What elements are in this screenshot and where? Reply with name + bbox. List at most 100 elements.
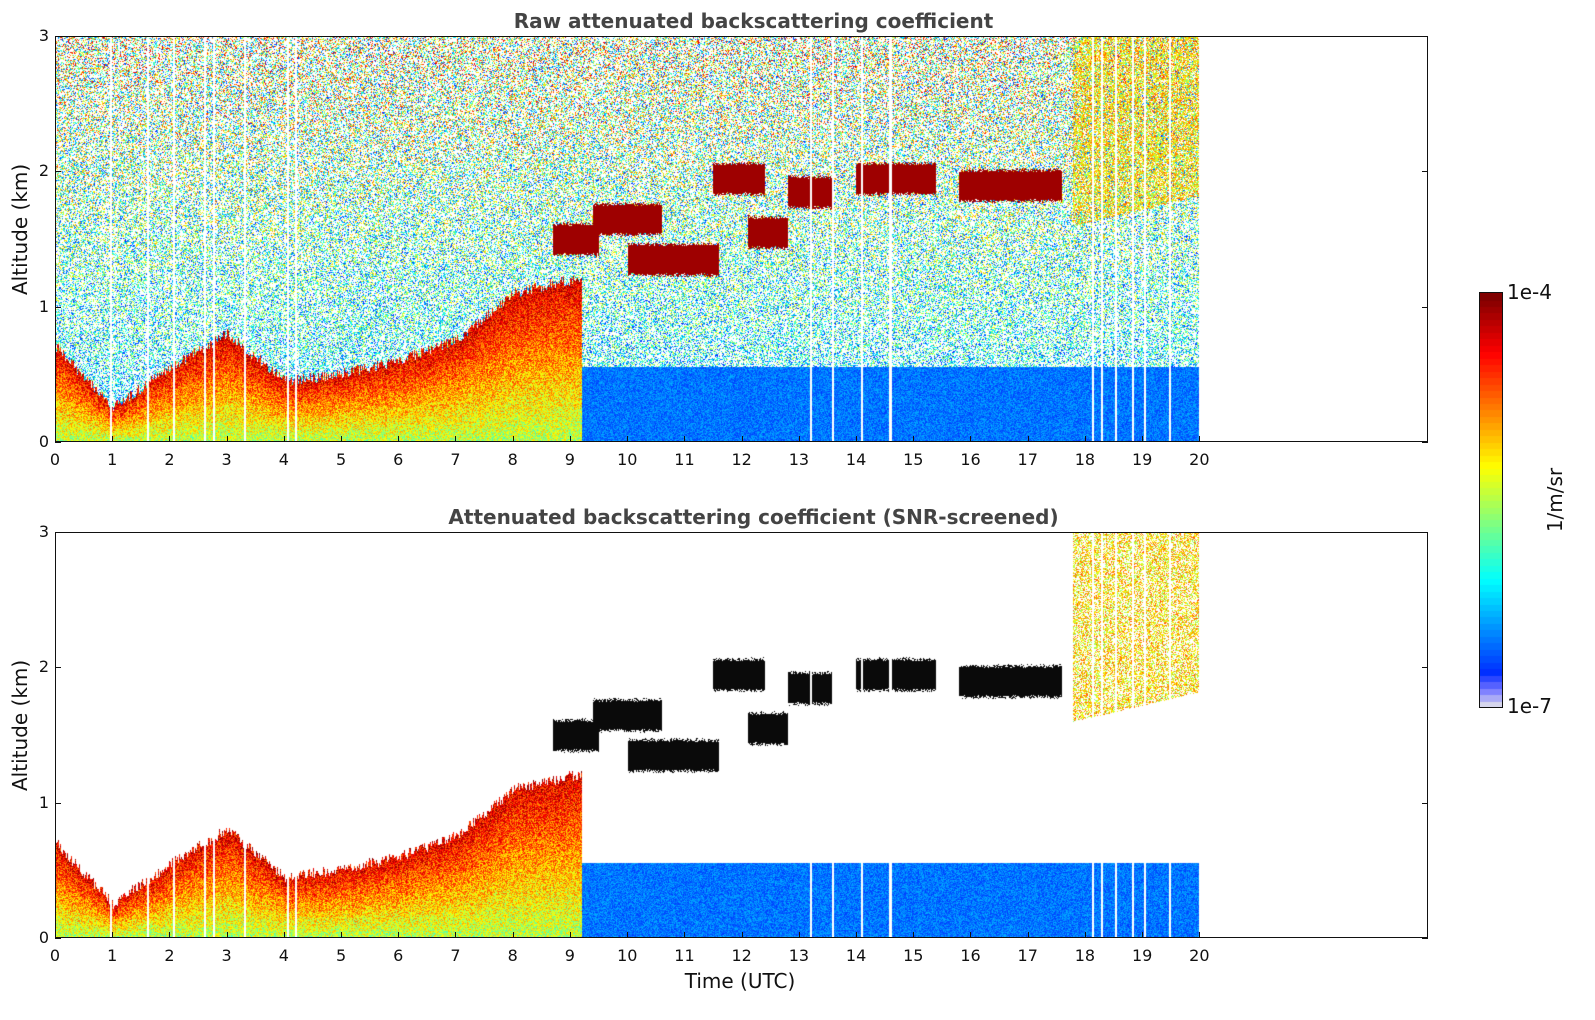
x-tick-mark — [970, 932, 972, 938]
x-tick-mark — [627, 436, 629, 442]
x-tick-mark — [398, 436, 400, 442]
x-tick-label: 0 — [49, 946, 61, 965]
x-tick-mark — [512, 932, 514, 938]
x-tick-mark — [569, 932, 571, 938]
x-tick-label: 6 — [393, 946, 404, 965]
x-tick-label: 20 — [1189, 450, 1210, 469]
x-tick-mark — [1199, 436, 1201, 442]
y-tick-mark — [55, 802, 61, 804]
y-tick-mark-right — [1422, 171, 1428, 173]
x-tick-label: 19 — [1131, 946, 1153, 965]
x-tick-label: 17 — [1017, 946, 1038, 965]
x-tick-label: 4 — [278, 946, 289, 965]
x-tick-label: 2 — [164, 450, 175, 469]
x-tick-mark — [684, 436, 686, 442]
x-tick-label: 4 — [278, 450, 289, 469]
x-axis-label: Time (UTC) — [684, 969, 796, 993]
x-tick-mark — [855, 932, 857, 938]
colorbar-min-label: 1e-7 — [1507, 694, 1552, 718]
y-tick-label: 0 — [38, 432, 49, 451]
y-tick-label: 3 — [38, 26, 49, 45]
x-tick-label: 1 — [107, 946, 118, 965]
x-tick-mark — [627, 932, 629, 938]
y-tick-label: 2 — [38, 161, 49, 181]
x-tick-label: 16 — [960, 946, 981, 965]
x-tick-mark — [55, 436, 56, 442]
x-tick-mark — [512, 436, 514, 442]
x-tick-mark — [112, 932, 114, 938]
x-tick-mark — [913, 436, 915, 442]
x-tick-label: 15 — [903, 450, 924, 469]
x-tick-mark — [855, 436, 857, 442]
panel2-heatmap — [56, 533, 1427, 937]
x-tick-mark — [798, 436, 800, 442]
x-tick-mark — [341, 436, 343, 442]
x-tick-label: 5 — [335, 946, 347, 965]
y-tick-mark-right — [1422, 442, 1428, 443]
x-tick-label: 2 — [164, 946, 175, 965]
y-tick-mark — [55, 532, 61, 533]
x-tick-label: 17 — [1017, 450, 1038, 469]
x-tick-label: 10 — [617, 946, 638, 965]
panel1-frame — [55, 36, 1428, 442]
y-tick-mark-right — [1422, 667, 1428, 669]
y-tick-label: 0 — [38, 928, 49, 947]
x-tick-label: 10 — [617, 450, 638, 469]
y-tick-label: 1 — [38, 296, 49, 316]
x-tick-mark — [169, 932, 171, 938]
y-tick-mark-right — [1422, 36, 1428, 37]
x-tick-mark — [1027, 436, 1029, 442]
x-tick-label: 9 — [564, 946, 575, 965]
x-tick-label: 8 — [507, 450, 518, 469]
x-tick-label: 3 — [221, 946, 232, 965]
x-tick-mark — [455, 436, 457, 442]
x-tick-mark — [1084, 932, 1086, 938]
x-tick-label: 20 — [1189, 946, 1210, 965]
y-tick-mark — [55, 667, 61, 669]
x-tick-label: 14 — [845, 946, 867, 965]
x-tick-mark — [798, 932, 800, 938]
x-tick-mark — [55, 932, 56, 938]
y-tick-mark — [55, 442, 61, 443]
x-tick-label: 12 — [731, 946, 752, 965]
x-tick-mark — [455, 932, 457, 938]
x-tick-mark — [970, 436, 972, 442]
x-tick-mark — [398, 932, 400, 938]
x-tick-label: 16 — [960, 450, 981, 469]
y-tick-mark — [55, 306, 61, 308]
x-tick-label: 11 — [674, 946, 695, 965]
y-tick-mark — [55, 36, 61, 37]
x-tick-label: 18 — [1074, 946, 1096, 965]
x-tick-label: 11 — [674, 450, 695, 469]
y-tick-label: 1 — [38, 792, 49, 812]
x-tick-mark — [169, 436, 171, 442]
panel2-title: Attenuated backscattering coefficient (S… — [448, 505, 1059, 529]
x-tick-mark — [226, 436, 228, 442]
colorbar-unit-label: 1/m/sr — [1543, 467, 1567, 533]
y-tick-mark-right — [1422, 532, 1428, 533]
x-tick-label: 0 — [49, 450, 61, 469]
colorbar-max-label: 1e-4 — [1507, 280, 1552, 304]
x-tick-mark — [283, 436, 285, 442]
y-tick-mark — [55, 938, 61, 939]
y-tick-mark-right — [1422, 938, 1428, 939]
x-tick-mark — [684, 932, 686, 938]
x-tick-label: 9 — [564, 450, 575, 469]
x-tick-label: 7 — [450, 946, 461, 965]
x-tick-mark — [341, 932, 343, 938]
x-tick-mark — [112, 436, 114, 442]
x-tick-label: 15 — [903, 946, 924, 965]
x-tick-mark — [741, 932, 743, 938]
x-tick-label: 14 — [845, 450, 867, 469]
x-tick-label: 13 — [788, 450, 810, 469]
x-tick-label: 13 — [788, 946, 810, 965]
panel1-title: Raw attenuated backscattering coefficien… — [513, 9, 994, 33]
x-tick-mark — [283, 932, 285, 938]
x-tick-mark — [1084, 436, 1086, 442]
x-tick-label: 12 — [731, 450, 752, 469]
y-tick-mark-right — [1422, 802, 1428, 804]
panel2-frame — [55, 532, 1428, 938]
panel2-ylabel: Altitude (km) — [8, 659, 32, 791]
x-tick-mark — [1141, 932, 1143, 938]
x-tick-mark — [1199, 932, 1201, 938]
